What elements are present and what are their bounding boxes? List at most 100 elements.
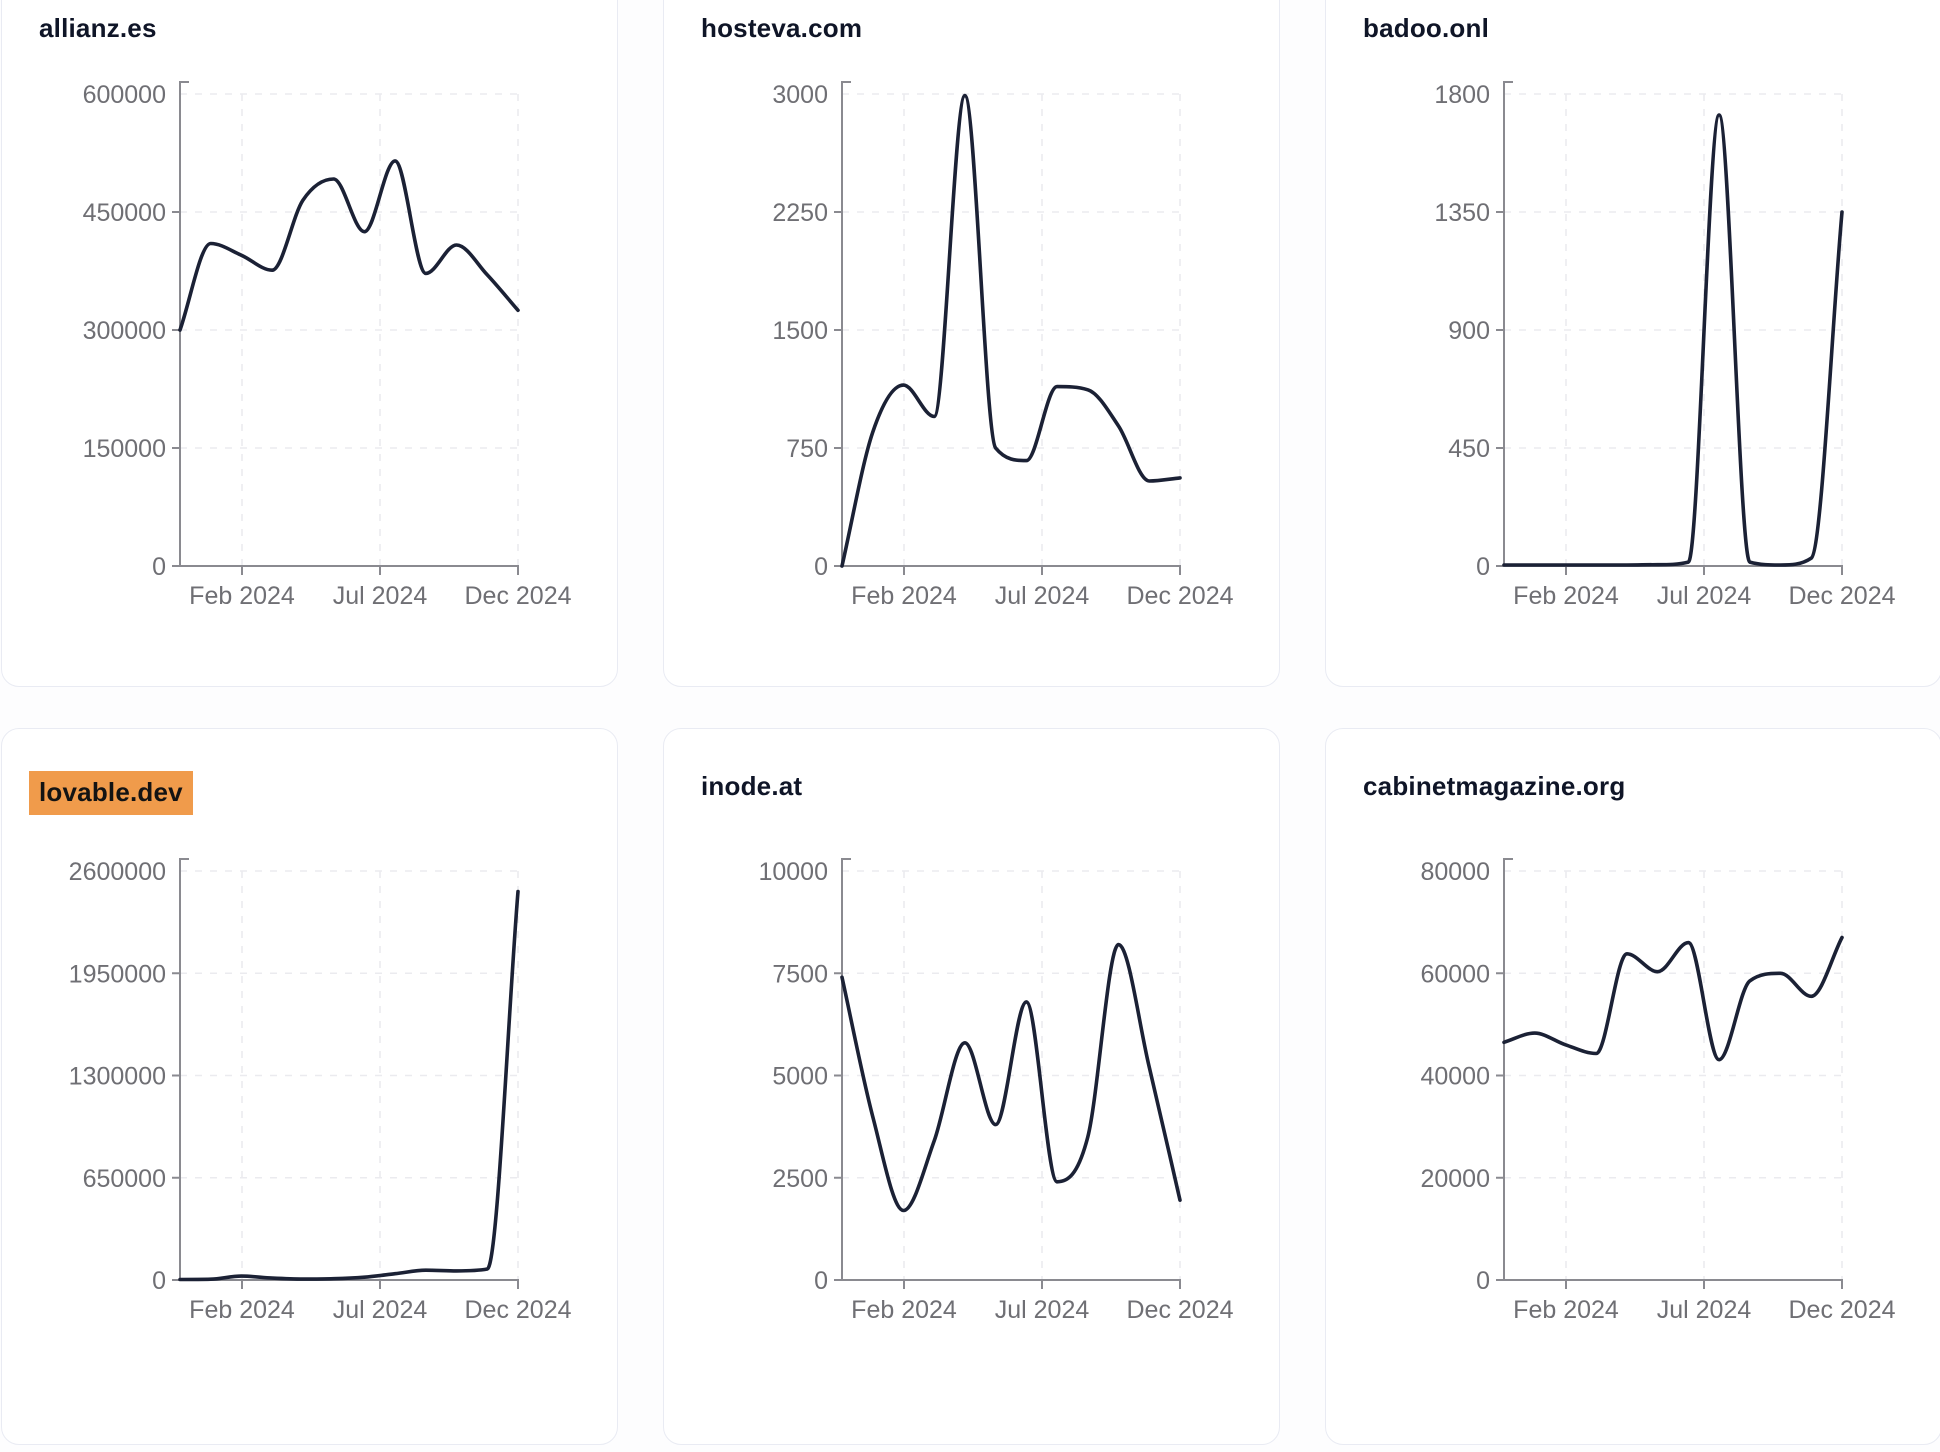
svg-text:0: 0 <box>1476 553 1490 581</box>
gridlines <box>842 93 1182 565</box>
line-chart: 0 2500 5000 7500 10000 Feb 2024 Jul 2024 Dec 20… <box>758 858 1234 1324</box>
svg-text:600000: 600000 <box>83 81 166 109</box>
axes <box>172 81 519 575</box>
svg-text:1500: 1500 <box>772 317 828 345</box>
domain-label[interactable]: badoo.onl <box>1363 13 1489 43</box>
svg-text:Jul 2024: Jul 2024 <box>1657 582 1752 610</box>
svg-text:2250: 2250 <box>772 199 828 227</box>
axes <box>834 858 1181 1289</box>
svg-text:1300000: 1300000 <box>69 1063 166 1091</box>
svg-text:650000: 650000 <box>83 1165 166 1193</box>
svg-text:40000: 40000 <box>1420 1063 1490 1091</box>
line-chart: 0 650000 1300000 1950000 2600000 Feb 2024 Jul … <box>69 858 572 1324</box>
svg-text:150000: 150000 <box>83 435 166 463</box>
svg-text:7500: 7500 <box>772 960 828 988</box>
svg-text:Feb 2024: Feb 2024 <box>851 582 957 610</box>
svg-text:Dec 2024: Dec 2024 <box>1788 1296 1895 1324</box>
svg-text:Jul 2024: Jul 2024 <box>333 582 428 610</box>
chart-title[interactable]: allianz.es <box>39 13 157 44</box>
svg-text:20000: 20000 <box>1420 1165 1490 1193</box>
line-chart: 0 750 1500 2250 3000 Feb 2024 Jul 2024 Dec 2024 <box>772 81 1234 610</box>
svg-text:3000: 3000 <box>772 81 828 109</box>
chart-title[interactable]: hosteva.com <box>701 13 862 44</box>
axes <box>172 858 519 1289</box>
svg-text:0: 0 <box>814 1267 828 1295</box>
svg-text:Dec 2024: Dec 2024 <box>1788 582 1895 610</box>
svg-text:750: 750 <box>786 435 828 463</box>
gridlines <box>842 870 1182 1279</box>
y-axis-labels: 0 450 900 1350 1800 <box>1434 81 1490 581</box>
domain-label[interactable]: lovable.dev <box>29 771 193 815</box>
svg-text:900: 900 <box>1448 317 1490 345</box>
svg-text:1950000: 1950000 <box>69 960 166 988</box>
line-chart: 0 150000 300000 450000 600000 Feb 2024 Jul 202… <box>83 81 572 610</box>
svg-text:Feb 2024: Feb 2024 <box>189 582 295 610</box>
svg-text:1800: 1800 <box>1434 81 1490 109</box>
domain-label[interactable]: cabinetmagazine.org <box>1363 771 1626 801</box>
svg-text:Feb 2024: Feb 2024 <box>189 1296 295 1324</box>
series-path <box>178 889 520 1282</box>
svg-text:10000: 10000 <box>758 858 828 886</box>
svg-text:2500: 2500 <box>772 1165 828 1193</box>
gridlines <box>180 870 520 1279</box>
line-chart: 0 450 900 1350 1800 Feb 2024 Jul 2024 Dec 2024 <box>1434 81 1896 610</box>
svg-text:Feb 2024: Feb 2024 <box>851 1296 957 1324</box>
series-path <box>1502 113 1844 567</box>
svg-text:0: 0 <box>152 1267 166 1295</box>
domain-label[interactable]: allianz.es <box>39 13 157 43</box>
chart-title[interactable]: badoo.onl <box>1363 13 1489 44</box>
svg-text:Feb 2024: Feb 2024 <box>1513 1296 1619 1324</box>
domain-label[interactable]: hosteva.com <box>701 13 863 43</box>
y-axis-labels: 0 150000 300000 450000 600000 <box>83 81 166 581</box>
series-path <box>840 942 1182 1213</box>
line-chart: 0 20000 40000 60000 80000 Feb 2024 Jul 2024 Dec… <box>1420 858 1896 1324</box>
domain-label[interactable]: inode.at <box>701 771 803 801</box>
chart-card-allianz.es: allianz.es 0 150000 300000 450000 600000 Feb … <box>1 0 618 687</box>
svg-text:0: 0 <box>814 553 828 581</box>
chart-card-badoo.onl: badoo.onl 0 450 900 1350 1800 Feb 2024 Jul 202… <box>1325 0 1940 687</box>
svg-text:Dec 2024: Dec 2024 <box>464 582 571 610</box>
axes <box>834 81 1181 575</box>
svg-text:Dec 2024: Dec 2024 <box>1126 582 1233 610</box>
x-axis-labels: Feb 2024 Jul 2024 Dec 2024 <box>189 1296 571 1324</box>
gridlines <box>1504 93 1844 565</box>
svg-text:Dec 2024: Dec 2024 <box>464 1296 571 1324</box>
x-axis-labels: Feb 2024 Jul 2024 Dec 2024 <box>1513 1296 1895 1324</box>
x-axis-labels: Feb 2024 Jul 2024 Dec 2024 <box>1513 582 1895 610</box>
svg-text:Jul 2024: Jul 2024 <box>333 1296 428 1324</box>
chart-title[interactable]: lovable.dev <box>29 771 193 815</box>
y-axis-labels: 0 20000 40000 60000 80000 <box>1420 858 1490 1295</box>
y-axis-labels: 0 650000 1300000 1950000 2600000 <box>69 858 166 1295</box>
chart-card-lovable.dev: lovable.dev 0 650000 1300000 1950000 2600000… <box>1 728 618 1445</box>
x-axis-labels: Feb 2024 Jul 2024 Dec 2024 <box>851 1296 1233 1324</box>
y-axis-labels: 0 750 1500 2250 3000 <box>772 81 828 581</box>
series-path <box>178 159 520 332</box>
svg-text:Jul 2024: Jul 2024 <box>995 1296 1090 1324</box>
axes <box>1496 81 1843 575</box>
svg-text:60000: 60000 <box>1420 960 1490 988</box>
gridlines <box>180 93 520 565</box>
x-axis-labels: Feb 2024 Jul 2024 Dec 2024 <box>851 582 1233 610</box>
x-axis-labels: Feb 2024 Jul 2024 Dec 2024 <box>189 582 571 610</box>
y-axis-labels: 0 2500 5000 7500 10000 <box>758 858 828 1295</box>
svg-text:Dec 2024: Dec 2024 <box>1126 1296 1233 1324</box>
svg-text:0: 0 <box>1476 1267 1490 1295</box>
axes <box>1496 858 1843 1289</box>
chart-card-cabinetmagazine.org: cabinetmagazine.org 0 20000 40000 60000 8000… <box>1325 728 1940 1445</box>
svg-text:Jul 2024: Jul 2024 <box>1657 1296 1752 1324</box>
svg-text:80000: 80000 <box>1420 858 1490 886</box>
svg-text:450: 450 <box>1448 435 1490 463</box>
svg-text:450000: 450000 <box>83 199 166 227</box>
svg-text:300000: 300000 <box>83 317 166 345</box>
chart-title[interactable]: cabinetmagazine.org <box>1363 771 1625 802</box>
series-path <box>1502 935 1844 1062</box>
svg-text:5000: 5000 <box>772 1063 828 1091</box>
chart-card-hosteva.com: hosteva.com 0 750 1500 2250 3000 Feb 2024 Jul … <box>663 0 1280 687</box>
svg-text:Feb 2024: Feb 2024 <box>1513 582 1619 610</box>
svg-text:Jul 2024: Jul 2024 <box>995 582 1090 610</box>
series-path <box>840 93 1182 568</box>
chart-title[interactable]: inode.at <box>701 771 802 802</box>
chart-card-inode.at: inode.at 0 2500 5000 7500 10000 Feb 2024 Jul 2… <box>663 728 1280 1445</box>
svg-text:1350: 1350 <box>1434 199 1490 227</box>
